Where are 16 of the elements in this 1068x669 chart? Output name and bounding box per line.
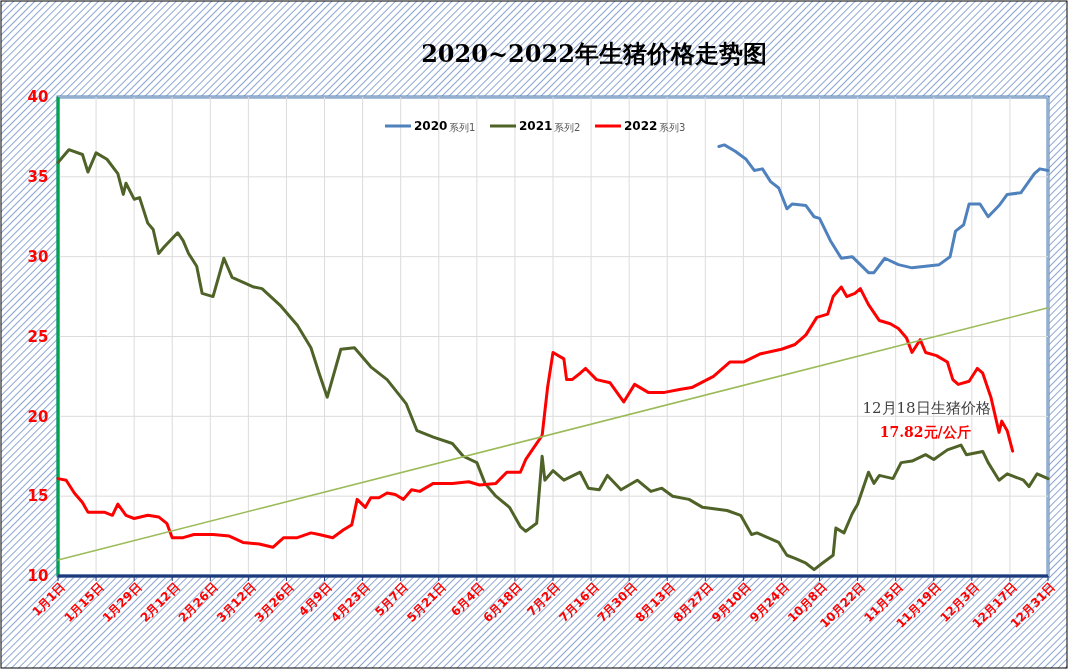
y-tick-label: 20 bbox=[27, 407, 49, 426]
annotation: 系列1 bbox=[449, 122, 476, 133]
annotation: 系列2 bbox=[554, 122, 581, 133]
legend-label: 2022 bbox=[624, 119, 658, 133]
annotation: 系列3 bbox=[659, 122, 686, 133]
legend-label: 2021 bbox=[519, 119, 553, 133]
y-tick-label: 30 bbox=[27, 247, 49, 266]
y-tick-label: 35 bbox=[27, 168, 49, 187]
chart-title: 2020~2022年生猪价格走势图 bbox=[421, 39, 767, 68]
y-tick-label: 40 bbox=[27, 88, 49, 107]
legend-label: 2020 bbox=[414, 119, 448, 133]
y-tick-label: 10 bbox=[27, 567, 49, 586]
annotation: 17.82元/公斤 bbox=[879, 424, 971, 441]
y-tick-label: 25 bbox=[27, 327, 49, 346]
annotation: 12月18日生猪价格 bbox=[862, 399, 991, 418]
y-tick-label: 15 bbox=[27, 487, 49, 506]
